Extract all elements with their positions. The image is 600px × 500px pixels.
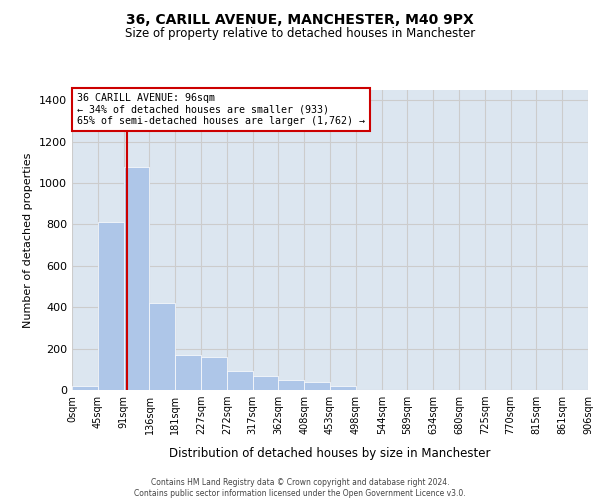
Bar xyxy=(98,222,124,390)
Bar xyxy=(175,355,201,390)
Text: 36, CARILL AVENUE, MANCHESTER, M40 9PX: 36, CARILL AVENUE, MANCHESTER, M40 9PX xyxy=(126,12,474,26)
Bar xyxy=(253,376,278,390)
Text: 36 CARILL AVENUE: 96sqm
← 34% of detached houses are smaller (933)
65% of semi-d: 36 CARILL AVENUE: 96sqm ← 34% of detache… xyxy=(77,93,365,126)
Y-axis label: Number of detached properties: Number of detached properties xyxy=(23,152,34,328)
Bar xyxy=(149,303,175,390)
Bar xyxy=(227,372,253,390)
Bar xyxy=(124,166,149,390)
Text: Size of property relative to detached houses in Manchester: Size of property relative to detached ho… xyxy=(125,28,475,40)
Bar xyxy=(72,386,98,390)
Bar xyxy=(304,382,330,390)
Bar xyxy=(278,380,304,390)
Bar xyxy=(330,386,356,390)
Bar xyxy=(201,357,227,390)
Text: Distribution of detached houses by size in Manchester: Distribution of detached houses by size … xyxy=(169,448,491,460)
Text: Contains HM Land Registry data © Crown copyright and database right 2024.
Contai: Contains HM Land Registry data © Crown c… xyxy=(134,478,466,498)
